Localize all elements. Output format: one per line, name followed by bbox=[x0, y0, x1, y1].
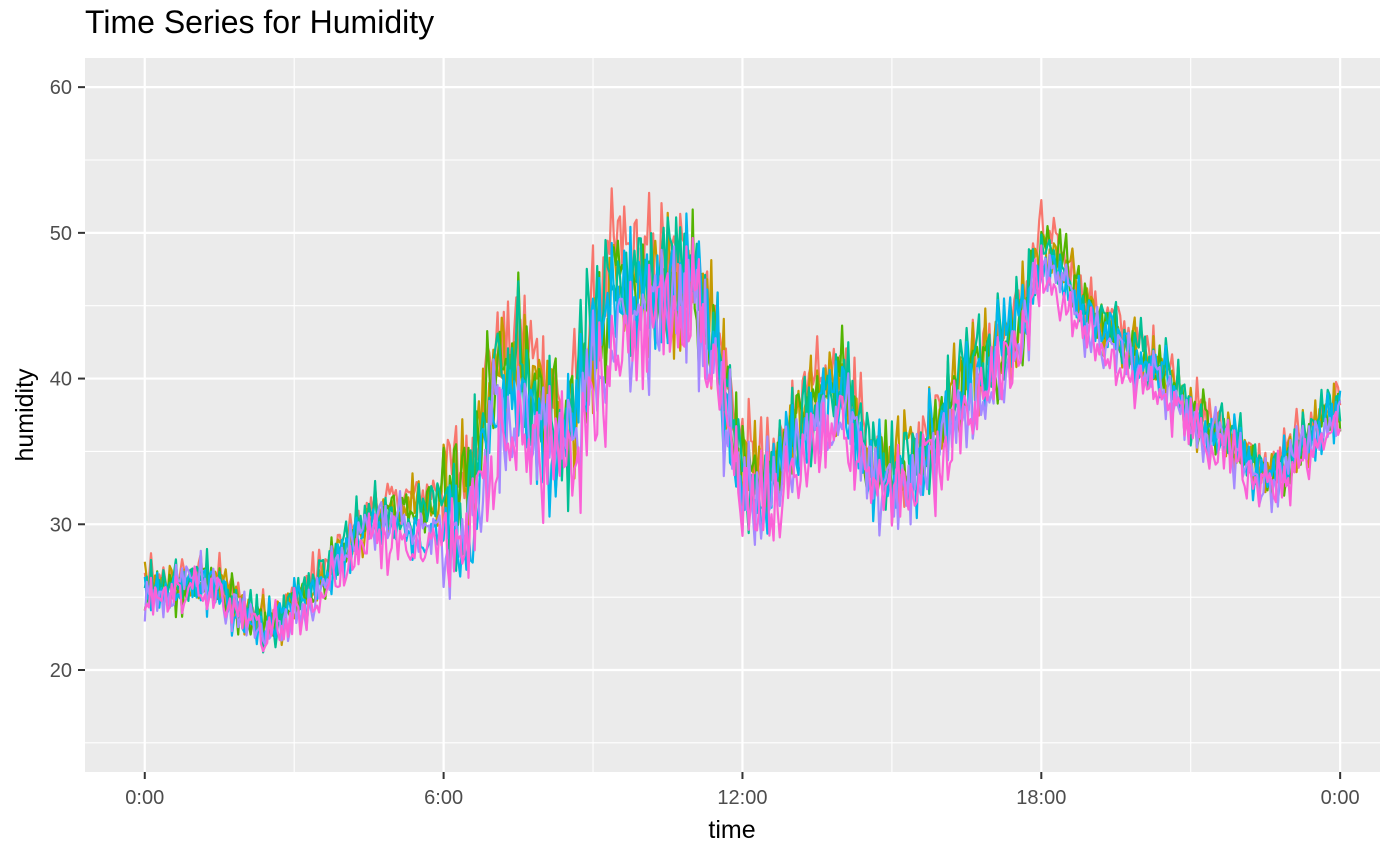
x-axis-title: time bbox=[708, 816, 755, 844]
x-tick-label: 12:00 bbox=[717, 787, 767, 809]
y-axis-title: humidity bbox=[11, 368, 39, 462]
axis-tick-labels: 20 30 40 50 60 0:00 6:00 12:00 18:00 0:00 bbox=[50, 77, 1360, 809]
series-line bbox=[143, 236, 1342, 653]
axis-ticks bbox=[78, 86, 1342, 779]
x-tick-label: 0:00 bbox=[125, 787, 164, 809]
chart-title: Time Series for Humidity bbox=[85, 4, 435, 40]
x-tick-label: 18:00 bbox=[1016, 787, 1066, 809]
y-tick-label: 30 bbox=[50, 514, 72, 536]
x-tick-label: 0:00 bbox=[1321, 787, 1360, 809]
x-tick-label: 6:00 bbox=[424, 787, 463, 809]
series-line bbox=[143, 216, 1342, 654]
series-lines bbox=[143, 187, 1342, 654]
y-tick-label: 60 bbox=[50, 77, 72, 99]
y-tick-label: 40 bbox=[50, 369, 72, 391]
y-tick-label: 50 bbox=[50, 223, 72, 245]
y-tick-label: 20 bbox=[50, 660, 72, 682]
